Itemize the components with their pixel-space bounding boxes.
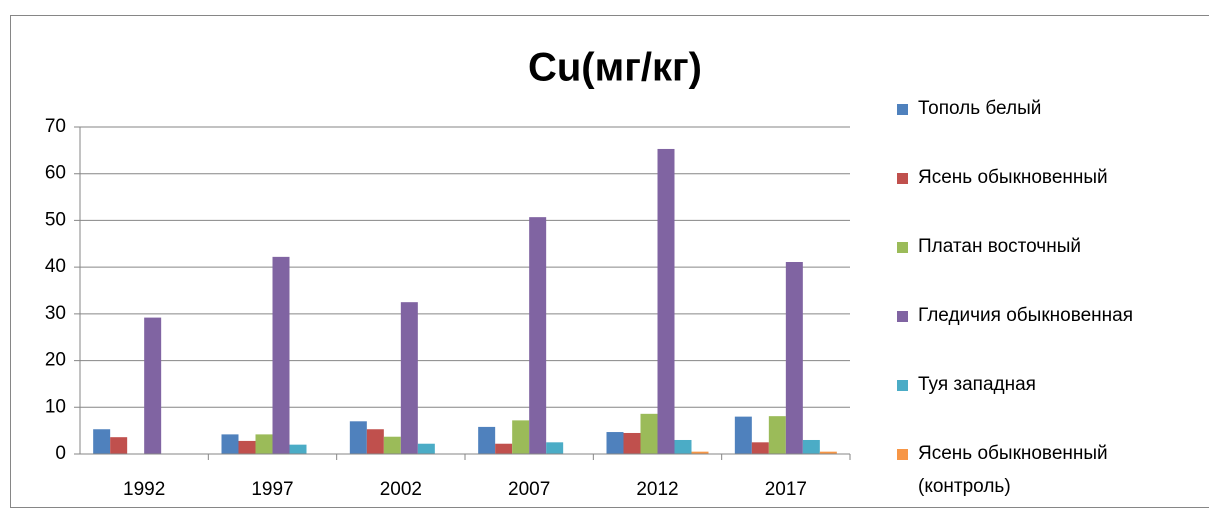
bar [272, 256, 290, 454]
chart-frame [10, 15, 1209, 508]
bar [400, 302, 418, 454]
legend-label: Ясень обыкновенный [918, 167, 1108, 188]
legend-label: Туя западная [918, 374, 1036, 395]
y-tick-label: 60 [45, 163, 66, 184]
legend-label: Тополь белый [918, 98, 1042, 119]
bar [734, 416, 752, 454]
legend-label: Платан восточный [918, 236, 1081, 257]
x-tick-label: 2002 [380, 479, 422, 500]
bar [366, 429, 384, 454]
bar [623, 432, 641, 454]
x-tick-label: 1992 [123, 479, 165, 500]
bar [144, 317, 162, 454]
legend-swatch [897, 173, 908, 184]
bar [691, 451, 709, 454]
legend-swatch [897, 449, 908, 460]
x-tick-label: 1997 [251, 479, 293, 500]
bar [289, 444, 307, 454]
legend-item: Тополь белый [893, 92, 1193, 161]
bar [606, 432, 624, 454]
legend-item: Платан восточный [893, 230, 1193, 299]
bar [417, 443, 435, 454]
legend: Тополь белый Ясень обыкновенный Платан вос… [893, 92, 1193, 506]
legend-item: Ясень обыкновенный (контроль) [893, 437, 1193, 506]
bar [495, 443, 513, 454]
bar [546, 442, 564, 454]
x-tick-label: 2012 [636, 479, 678, 500]
y-tick-label: 40 [45, 256, 66, 277]
y-tick-label: 50 [45, 209, 66, 230]
bar [529, 217, 547, 454]
y-tick-label: 20 [45, 350, 66, 371]
y-tick-label: 0 [55, 443, 66, 464]
bar [512, 420, 530, 454]
x-tick-label: 2007 [508, 479, 550, 500]
bar [751, 442, 769, 454]
y-tick-label: 70 [45, 116, 66, 137]
bar [255, 434, 273, 454]
bar [768, 416, 786, 454]
bar [819, 451, 837, 454]
y-tick-label: 30 [45, 303, 66, 324]
x-tick-label: 2017 [765, 479, 807, 500]
bar [478, 426, 496, 454]
legend-swatch [897, 380, 908, 391]
bar [640, 413, 658, 454]
bar [349, 421, 367, 454]
legend-swatch [897, 242, 908, 253]
bar [802, 439, 820, 454]
legend-item: Гледичия обыкновенная [893, 299, 1193, 368]
bar [657, 148, 675, 454]
legend-label: Гледичия обыкновенная [918, 305, 1134, 326]
bar [383, 436, 401, 454]
legend-swatch [897, 311, 908, 322]
bar [110, 437, 128, 454]
bar [238, 440, 256, 454]
bar [93, 429, 111, 454]
y-tick-label: 10 [45, 396, 66, 417]
legend-item: Туя западная [893, 368, 1193, 437]
bar [674, 439, 692, 454]
bar [785, 262, 803, 454]
legend-swatch [897, 104, 908, 115]
chart-title: Cu(мг/кг) [528, 46, 702, 90]
bar [221, 434, 239, 454]
legend-label: Ясень обыкновенный (контроль) [918, 443, 1108, 497]
legend-item: Ясень обыкновенный [893, 161, 1193, 230]
